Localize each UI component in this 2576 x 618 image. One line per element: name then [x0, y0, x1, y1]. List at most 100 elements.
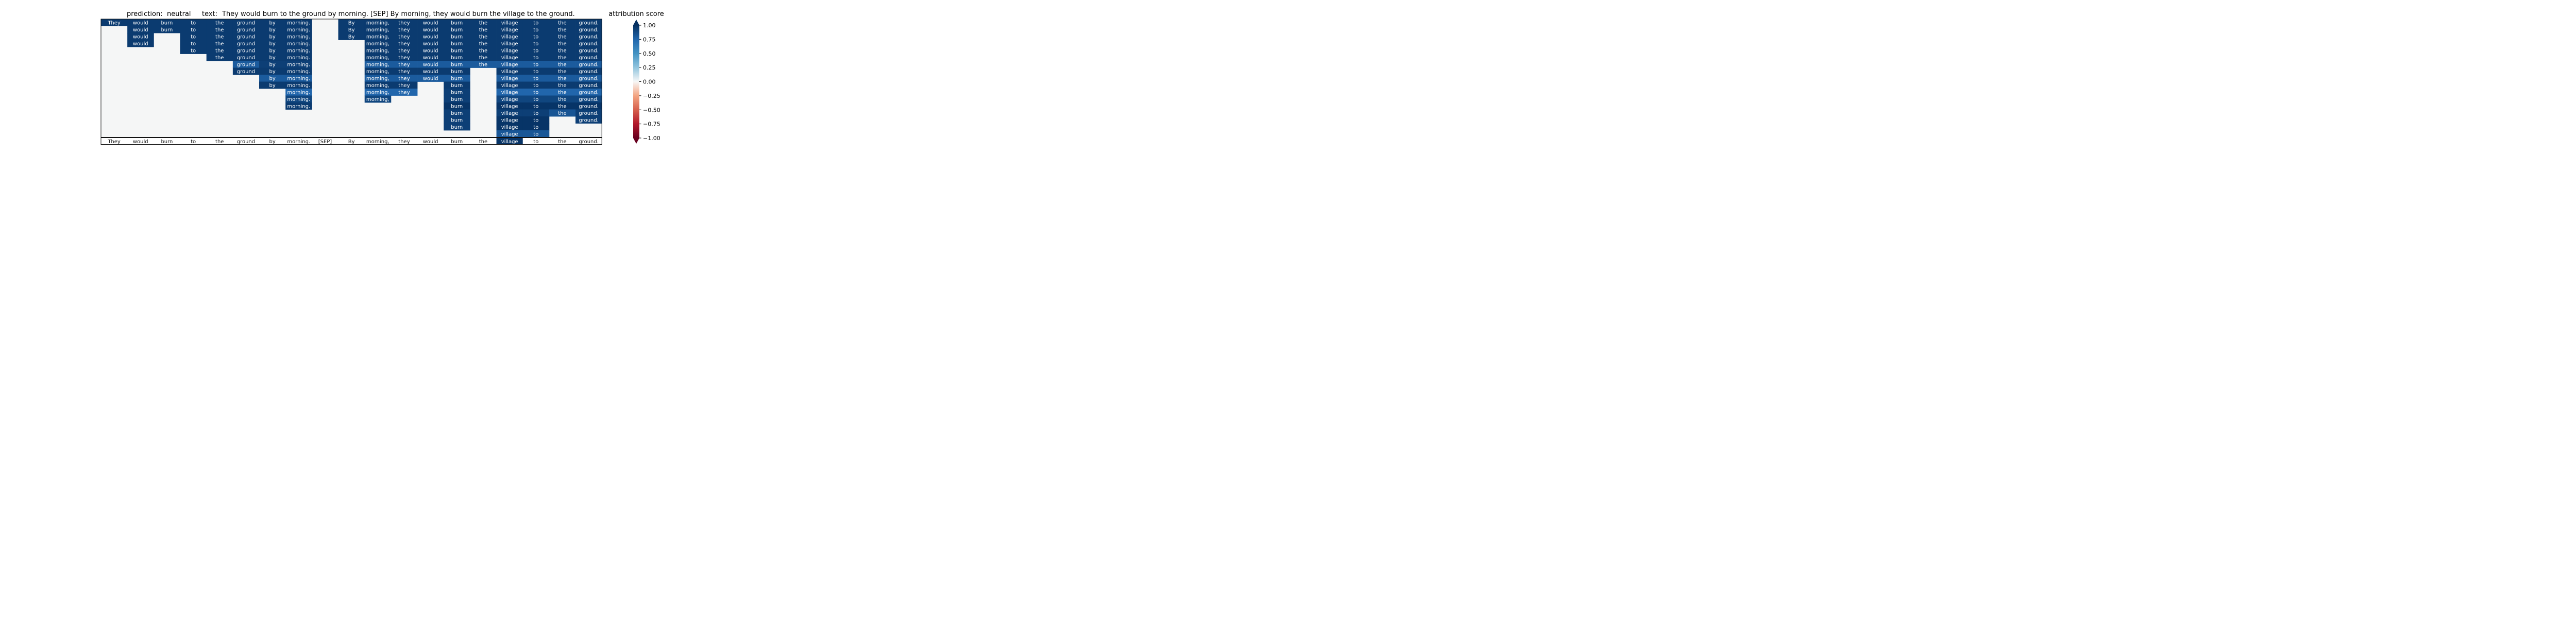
- heatmap-cell: [259, 75, 286, 82]
- cell-token-label: they: [398, 76, 410, 81]
- heatmap-cell: [417, 33, 444, 40]
- cell-token-label: burn: [451, 41, 463, 47]
- cell-token-label: ground.: [579, 20, 599, 26]
- heatmap-cell: [391, 40, 418, 47]
- heatmap-cell: [127, 26, 154, 33]
- cell-token-label: the: [479, 27, 487, 33]
- cell-token-label: by: [269, 48, 275, 54]
- heatmap-cell: [522, 40, 550, 47]
- cell-token-label: they: [398, 69, 410, 75]
- cell-token-label: they: [398, 34, 410, 40]
- cell-token-label: burn: [451, 111, 463, 116]
- heatmap-cell: [549, 81, 576, 89]
- heatmap-cell: [417, 19, 444, 26]
- cell-token-label: they: [398, 90, 410, 95]
- cell-token-label: to: [533, 111, 538, 116]
- cell-token-label: ground.: [579, 27, 599, 33]
- heatmap-cell: [127, 40, 154, 47]
- cell-token-label: to: [191, 27, 196, 33]
- heatmap-cell: [127, 33, 154, 40]
- heatmap-cell: [259, 26, 286, 33]
- cell-token-label: village: [501, 34, 518, 40]
- heatmap-cell: [549, 67, 576, 75]
- heatmap-cell: [470, 33, 497, 40]
- cell-token-label: by: [269, 62, 275, 67]
- heatmap-cell: [496, 81, 523, 89]
- cell-token-label: village: [501, 97, 518, 102]
- cell-token-label: the: [558, 69, 566, 75]
- heatmap-cell: [364, 26, 392, 33]
- heatmap-cell: [496, 89, 523, 96]
- heatmap-cell: [259, 19, 286, 26]
- colorbar-tick-label: 1.00: [643, 22, 656, 29]
- heatmap-cell: [285, 40, 312, 47]
- heatmap-cell: [259, 81, 286, 89]
- colorbar: 1.00 0.75 0.50 0.25 0.00 −0.25 −0.50 −0.75 −1.00: [633, 20, 660, 144]
- cell-token-label: ground.: [579, 34, 599, 40]
- heatmap-cell: [522, 95, 550, 103]
- token-label: by: [269, 139, 275, 145]
- heatmap-cell: [444, 116, 470, 124]
- cell-token-label: morning.: [287, 104, 310, 109]
- cell-token-label: they: [398, 55, 410, 61]
- heatmap-cell: [522, 116, 550, 124]
- heatmap-cell: [259, 54, 286, 61]
- cell-token-label: By: [348, 34, 355, 40]
- heatmap-cell: [391, 19, 418, 26]
- heatmap-cell: [444, 40, 470, 47]
- heatmap-cell: [444, 81, 470, 89]
- heatmap-cell: [391, 61, 418, 68]
- heatmap-cell: [232, 26, 260, 33]
- colorbar-tick-label: 0.75: [643, 36, 656, 43]
- cell-token-label: burn: [451, 34, 463, 40]
- heatmap-cell: [364, 33, 392, 40]
- cell-token-label: ground.: [579, 48, 599, 54]
- heatmap-cell: [391, 67, 418, 75]
- cell-token-label: ground: [237, 27, 255, 33]
- cell-token-label: to: [533, 69, 538, 75]
- token-label: morning.: [287, 139, 310, 145]
- cell-token-label: would: [423, 48, 438, 54]
- heatmap-cell: [522, 19, 550, 26]
- heatmap-cell: [496, 116, 523, 124]
- heatmap-cell: [285, 102, 312, 110]
- cell-token-label: to: [533, 131, 538, 137]
- heatmap-cell: [470, 54, 497, 61]
- heatmap-cell: [549, 95, 576, 103]
- heatmap-cell: [180, 47, 207, 54]
- cell-token-label: morning.: [287, 34, 310, 40]
- token-label: the: [215, 139, 224, 145]
- token-label: they: [398, 139, 410, 145]
- cell-token-label: the: [479, 34, 487, 40]
- cell-token-label: by: [269, 20, 275, 26]
- heatmap-cell: [101, 19, 128, 26]
- cell-token-label: to: [533, 34, 538, 40]
- cell-token-label: by: [269, 76, 275, 81]
- cell-token-label: would: [133, 41, 148, 47]
- cell-token-label: to: [533, 62, 538, 67]
- heatmap-cell: [444, 47, 470, 54]
- cell-token-label: the: [558, 62, 566, 67]
- cell-token-label: they: [398, 48, 410, 54]
- prediction-value: neutral: [167, 10, 191, 18]
- cell-token-label: the: [558, 90, 566, 95]
- cell-token-label: village: [501, 48, 518, 54]
- colorbar-gradient: [633, 25, 639, 138]
- heatmap-cell: [549, 61, 576, 68]
- cell-token-label: by: [269, 69, 275, 75]
- cell-token-label: the: [558, 48, 566, 54]
- cell-token-label: by: [269, 34, 275, 40]
- heatmap-cell: [575, 75, 602, 82]
- cell-token-label: village: [501, 41, 518, 47]
- cell-token-label: morning,: [366, 97, 389, 102]
- cell-token-label: to: [533, 97, 538, 102]
- cell-token-label: the: [558, 97, 566, 102]
- cell-token-label: would: [423, 69, 438, 75]
- heatmap-cell: [470, 26, 497, 33]
- cell-token-label: to: [533, 48, 538, 54]
- cell-token-label: to: [533, 76, 538, 81]
- token-label: They: [107, 139, 121, 145]
- heatmap-cell: [575, 89, 602, 96]
- heatmap-cell: [364, 81, 392, 89]
- heatmap-cell: [206, 47, 233, 54]
